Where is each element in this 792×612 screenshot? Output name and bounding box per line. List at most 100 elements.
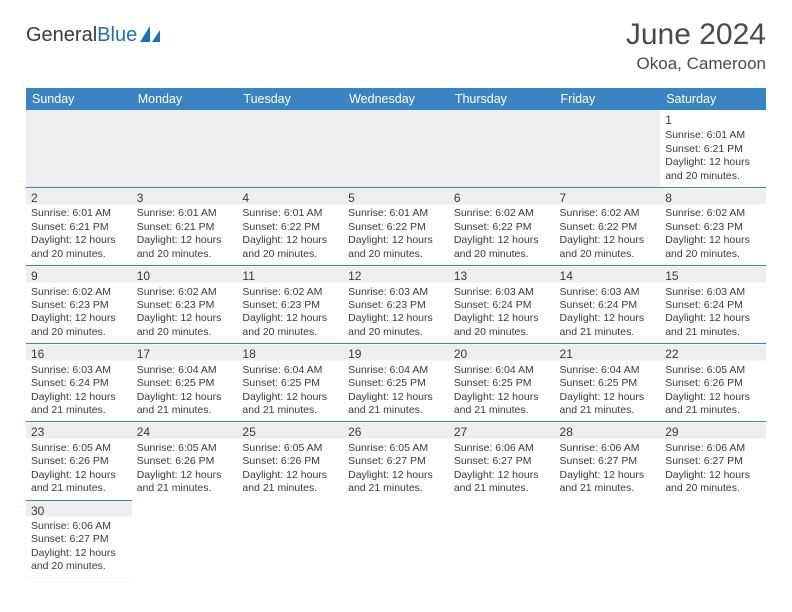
day-header: Monday bbox=[132, 88, 238, 110]
day-detail: and 21 minutes. bbox=[31, 404, 127, 417]
day-detail: and 20 minutes. bbox=[665, 482, 761, 495]
day-number: 29 bbox=[665, 425, 761, 440]
day-detail: Sunrise: 6:04 AM bbox=[242, 364, 338, 377]
day-detail: Daylight: 12 hours bbox=[31, 547, 127, 560]
calendar-row: 2Sunrise: 6:01 AM Sunset: 6:21 PM Daylight… bbox=[26, 188, 766, 266]
day-detail: Sunrise: 6:04 AM bbox=[137, 364, 233, 377]
calendar-cell: 1Sunrise: 6:01 AMSunset: 6:21 PMDaylight… bbox=[660, 110, 766, 188]
day-detail: Daylight: 12 hours bbox=[665, 312, 761, 325]
logo-text: GeneralBlue bbox=[26, 24, 137, 47]
day-detail: Daylight: 12 hours bbox=[137, 312, 233, 325]
day-number: 1 bbox=[665, 113, 761, 128]
day-detail: Sunrise: 6:05 AM bbox=[665, 364, 761, 377]
day-detail: Sunrise: 6:01 AM bbox=[31, 207, 127, 220]
day-header-row: Sunday Monday Tuesday Wednesday Thursday… bbox=[26, 88, 766, 110]
day-detail: Sunset: 6:24 PM bbox=[31, 377, 127, 390]
day-detail: Sunset: 6:27 PM bbox=[560, 455, 656, 468]
day-detail: Daylight: 12 hours bbox=[454, 234, 550, 247]
day-detail: and 20 minutes. bbox=[31, 326, 127, 339]
day-detail: and 21 minutes. bbox=[137, 482, 233, 495]
day-detail: Sunset: 6:24 PM bbox=[665, 299, 761, 312]
calendar-cell: 26Sunrise: 6:05 AMSunset: 6:27 PMDayligh… bbox=[343, 422, 449, 500]
day-detail: and 20 minutes. bbox=[454, 326, 550, 339]
logo: GeneralBlue bbox=[26, 24, 162, 47]
day-detail: Sunrise: 6:03 AM bbox=[454, 286, 550, 299]
header: GeneralBlue June 2024 Okoa, Cameroon bbox=[26, 18, 766, 74]
day-detail: Sunrise: 6:02 AM bbox=[242, 286, 338, 299]
day-header: Friday bbox=[555, 88, 661, 110]
location: Okoa, Cameroon bbox=[626, 54, 766, 74]
day-detail: and 20 minutes. bbox=[242, 248, 338, 261]
day-detail: Sunset: 6:22 PM bbox=[454, 221, 550, 234]
calendar-cell bbox=[26, 110, 132, 188]
calendar-cell: 23Sunrise: 6:05 AMSunset: 6:26 PMDayligh… bbox=[26, 422, 132, 500]
day-detail: Sunset: 6:21 PM bbox=[665, 143, 761, 156]
day-detail: and 21 minutes. bbox=[560, 404, 656, 417]
day-detail: Sunrise: 6:06 AM bbox=[665, 442, 761, 455]
month-title: June 2024 bbox=[626, 18, 766, 52]
day-detail: Sunrise: 6:02 AM bbox=[560, 207, 656, 220]
day-detail: Sunrise: 6:02 AM bbox=[31, 286, 127, 299]
day-detail: and 20 minutes. bbox=[560, 248, 656, 261]
day-detail: and 21 minutes. bbox=[242, 482, 338, 495]
day-detail: Sunset: 6:23 PM bbox=[348, 299, 444, 312]
day-detail: Daylight: 12 hours bbox=[348, 469, 444, 482]
calendar-cell: 3Sunrise: 6:01 AMSunset: 6:21 PMDaylight… bbox=[132, 188, 238, 266]
day-detail: Sunrise: 6:06 AM bbox=[454, 442, 550, 455]
calendar-cell bbox=[132, 110, 238, 188]
day-detail: Sunrise: 6:03 AM bbox=[31, 364, 127, 377]
day-detail: Sunset: 6:27 PM bbox=[454, 455, 550, 468]
day-detail: Sunrise: 6:05 AM bbox=[31, 442, 127, 455]
day-header: Thursday bbox=[449, 88, 555, 110]
day-number: 28 bbox=[560, 425, 656, 440]
day-detail: Daylight: 12 hours bbox=[560, 312, 656, 325]
calendar-table: Sunday Monday Tuesday Wednesday Thursday… bbox=[26, 88, 766, 578]
calendar-cell: 7Sunrise: 6:02 AMSunset: 6:22 PMDaylight… bbox=[555, 188, 661, 266]
calendar-cell: 8Sunrise: 6:02 AMSunset: 6:23 PMDaylight… bbox=[660, 188, 766, 266]
calendar-row: 23Sunrise: 6:05 AMSunset: 6:26 PMDayligh… bbox=[26, 422, 766, 500]
day-detail: Sunset: 6:26 PM bbox=[137, 455, 233, 468]
day-detail: Sunset: 6:23 PM bbox=[137, 299, 233, 312]
day-number: 22 bbox=[665, 347, 761, 362]
day-header: Sunday bbox=[26, 88, 132, 110]
day-number: 27 bbox=[454, 425, 550, 440]
day-number: 25 bbox=[242, 425, 338, 440]
day-detail: Sunrise: 6:03 AM bbox=[560, 286, 656, 299]
day-detail: Daylight: 12 hours bbox=[137, 469, 233, 482]
day-number: 13 bbox=[454, 269, 550, 284]
day-detail: Sunset: 6:21 PM bbox=[137, 221, 233, 234]
day-detail: Daylight: 12 hours bbox=[242, 391, 338, 404]
day-number: 5 bbox=[348, 191, 444, 206]
day-number: 2 bbox=[31, 191, 127, 206]
calendar-cell: 6Sunrise: 6:02 AMSunset: 6:22 PMDaylight… bbox=[449, 188, 555, 266]
day-detail: Daylight: 12 hours bbox=[348, 391, 444, 404]
day-detail: Daylight: 12 hours bbox=[31, 234, 127, 247]
calendar-cell bbox=[449, 500, 555, 578]
day-detail: Sunrise: 6:05 AM bbox=[348, 442, 444, 455]
day-detail: Daylight: 12 hours bbox=[665, 391, 761, 404]
day-detail: Sunrise: 6:05 AM bbox=[242, 442, 338, 455]
day-detail: Sunset: 6:27 PM bbox=[665, 455, 761, 468]
day-detail: Daylight: 12 hours bbox=[665, 234, 761, 247]
calendar-cell: 2Sunrise: 6:01 AMSunset: 6:21 PMDaylight… bbox=[26, 188, 132, 266]
day-detail: Sunset: 6:27 PM bbox=[348, 455, 444, 468]
day-detail: Sunset: 6:27 PM bbox=[31, 533, 127, 546]
day-detail: Sunrise: 6:06 AM bbox=[560, 442, 656, 455]
day-detail: and 20 minutes. bbox=[348, 248, 444, 261]
calendar-cell: 28Sunrise: 6:06 AMSunset: 6:27 PMDayligh… bbox=[555, 422, 661, 500]
day-header: Wednesday bbox=[343, 88, 449, 110]
day-number: 11 bbox=[242, 269, 338, 284]
calendar-cell bbox=[343, 110, 449, 188]
day-number: 15 bbox=[665, 269, 761, 284]
day-number: 21 bbox=[560, 347, 656, 362]
calendar-cell bbox=[237, 500, 343, 578]
day-number: 3 bbox=[137, 191, 233, 206]
day-detail: and 21 minutes. bbox=[454, 404, 550, 417]
day-detail: Sunset: 6:25 PM bbox=[242, 377, 338, 390]
day-detail: Daylight: 12 hours bbox=[242, 234, 338, 247]
calendar-cell: 12Sunrise: 6:03 AMSunset: 6:23 PMDayligh… bbox=[343, 266, 449, 344]
calendar-cell: 25Sunrise: 6:05 AMSunset: 6:26 PMDayligh… bbox=[237, 422, 343, 500]
day-detail: Daylight: 12 hours bbox=[31, 312, 127, 325]
day-number: 9 bbox=[31, 269, 127, 284]
day-detail: and 20 minutes. bbox=[31, 248, 127, 261]
